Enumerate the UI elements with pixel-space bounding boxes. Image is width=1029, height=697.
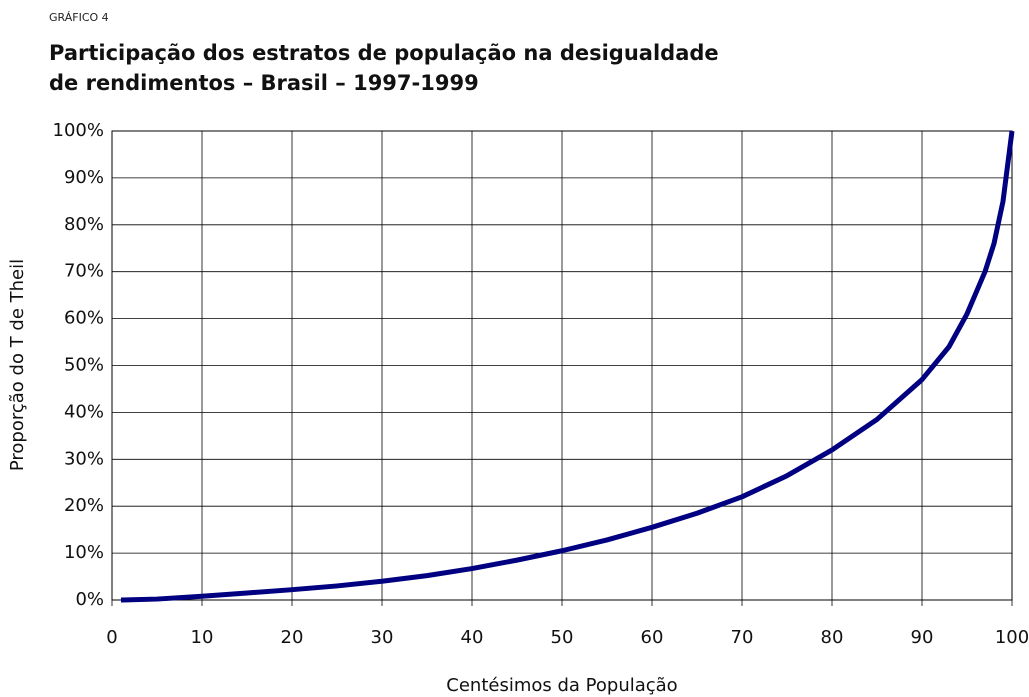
x-axis-label: Centésimos da População bbox=[446, 675, 677, 696]
x-tick-label: 100 bbox=[995, 627, 1029, 648]
x-tick-label: 0 bbox=[106, 627, 117, 648]
x-tick-label: 60 bbox=[641, 627, 664, 648]
y-tick-label: 70% bbox=[64, 261, 104, 282]
y-tick-label: 20% bbox=[64, 495, 104, 516]
plot-frame bbox=[111, 130, 1013, 601]
y-tick-label: 40% bbox=[64, 401, 104, 422]
y-tick-label: 90% bbox=[64, 167, 104, 188]
x-tick-label: 70 bbox=[731, 627, 754, 648]
x-tick-label: 40 bbox=[461, 627, 484, 648]
x-tick-label: 10 bbox=[191, 627, 214, 648]
y-tick-label: 50% bbox=[64, 355, 104, 376]
x-tick-label: 30 bbox=[371, 627, 394, 648]
data-line bbox=[120, 130, 1015, 603]
x-tick-label: 20 bbox=[281, 627, 304, 648]
y-axis-label: Proporção do T de Theil bbox=[7, 259, 28, 471]
x-tick-label: 80 bbox=[821, 627, 844, 648]
y-tick-label: 80% bbox=[64, 214, 104, 235]
y-tick-label: 10% bbox=[64, 542, 104, 563]
y-tick-label: 60% bbox=[64, 308, 104, 329]
kicker: GRÁFICO 4 bbox=[49, 11, 109, 24]
x-tick-label: 90 bbox=[911, 627, 934, 648]
chart-title: Participação dos estratos de população n… bbox=[49, 41, 719, 95]
y-tick-label: 30% bbox=[64, 448, 104, 469]
y-tick-label: 0% bbox=[75, 589, 104, 610]
y-tick-label: 100% bbox=[53, 120, 104, 141]
x-tick-label: 50 bbox=[551, 627, 574, 648]
